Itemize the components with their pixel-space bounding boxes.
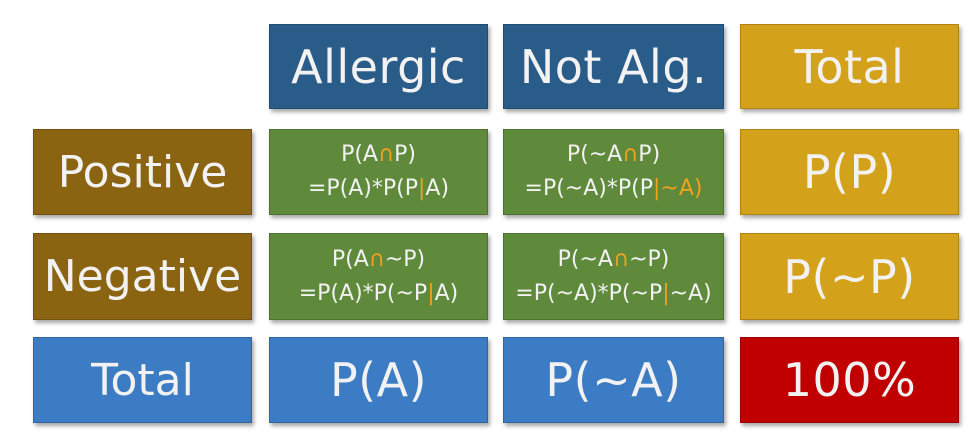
formula-text: ~A) bbox=[660, 176, 703, 201]
formula-text: P(~A bbox=[566, 142, 623, 167]
formula-line-joint: P(A∩~P) bbox=[332, 243, 425, 277]
intersection-symbol: ∩ bbox=[612, 246, 630, 272]
column-header-total: Total bbox=[740, 24, 959, 109]
row-header-positive: Positive bbox=[33, 129, 252, 215]
formula-line-joint: P(A∩P) bbox=[341, 138, 416, 172]
formula-line-joint: P(~A∩P) bbox=[567, 138, 660, 172]
formula-text: =P(~A)*P(P bbox=[524, 176, 653, 201]
formula-line-product: =P(~A)*P(P|~A) bbox=[525, 172, 703, 206]
cell-positive-not-allergic: P(~A∩P) =P(~A)*P(P|~A) bbox=[503, 129, 724, 215]
cell-positive-total-label: P(P) bbox=[802, 145, 897, 199]
formula-text: ~A) bbox=[669, 280, 712, 306]
formula-text: P(A bbox=[331, 246, 369, 272]
cell-negative-not-allergic: P(~A∩~P) =P(~A)*P(~P|~A) bbox=[503, 233, 724, 320]
formula-line-product: =P(A)*P(P|A) bbox=[308, 172, 449, 206]
formula-text: P(~A bbox=[557, 246, 613, 272]
formula-text: =P(~A)*P(~P bbox=[515, 280, 663, 306]
row-header-total-label: Total bbox=[91, 354, 194, 406]
formula-text: =P(A)*P(P bbox=[307, 176, 418, 201]
formula-line-product: =P(~A)*P(~P|~A) bbox=[515, 277, 711, 311]
cell-total-allergic-label: P(A) bbox=[329, 353, 428, 407]
cell-total-allergic: P(A) bbox=[269, 337, 488, 423]
cell-negative-allergic: P(A∩~P) =P(A)*P(~P|A) bbox=[269, 233, 488, 320]
row-header-positive-label: Positive bbox=[57, 146, 228, 198]
cell-positive-allergic: P(A∩P) =P(A)*P(P|A) bbox=[269, 129, 488, 215]
formula-text: A) bbox=[434, 280, 459, 306]
formula-line-joint: P(~A∩~P) bbox=[558, 243, 670, 277]
formula-text: ~P) bbox=[629, 246, 670, 272]
cell-negative-total: P(~P) bbox=[740, 233, 959, 320]
column-header-not-allergic: Not Alg. bbox=[503, 24, 724, 109]
column-header-allergic-label: Allergic bbox=[291, 39, 466, 94]
cell-positive-total: P(P) bbox=[740, 129, 959, 215]
intersection-symbol: ∩ bbox=[622, 142, 639, 167]
intersection-symbol: ∩ bbox=[368, 246, 385, 272]
cell-grand-total-label: 100% bbox=[782, 353, 917, 407]
formula-text: A) bbox=[425, 176, 450, 201]
formula-text: P(A bbox=[341, 142, 378, 167]
cell-grand-total: 100% bbox=[740, 337, 959, 423]
row-header-negative-label: Negative bbox=[43, 251, 242, 302]
formula-text: =P(A)*P(~P bbox=[298, 280, 428, 306]
given-symbol: | bbox=[427, 280, 435, 306]
given-symbol: | bbox=[417, 176, 426, 201]
formula-text: P) bbox=[638, 142, 661, 167]
given-symbol: | bbox=[662, 280, 670, 306]
column-header-allergic: Allergic bbox=[269, 24, 488, 109]
cell-total-not-allergic: P(~A) bbox=[503, 337, 724, 423]
formula-line-product: =P(A)*P(~P|A) bbox=[299, 277, 459, 311]
cell-total-not-allergic-label: P(~A) bbox=[545, 353, 682, 407]
column-header-not-allergic-label: Not Alg. bbox=[519, 39, 708, 94]
given-symbol: | bbox=[652, 176, 661, 201]
formula-text: P) bbox=[394, 142, 416, 167]
column-header-total-label: Total bbox=[794, 39, 905, 94]
row-header-total: Total bbox=[33, 337, 252, 423]
formula-text: ~P) bbox=[384, 246, 426, 272]
row-header-negative: Negative bbox=[33, 233, 252, 320]
intersection-symbol: ∩ bbox=[377, 142, 395, 167]
cell-negative-total-label: P(~P) bbox=[783, 249, 916, 304]
